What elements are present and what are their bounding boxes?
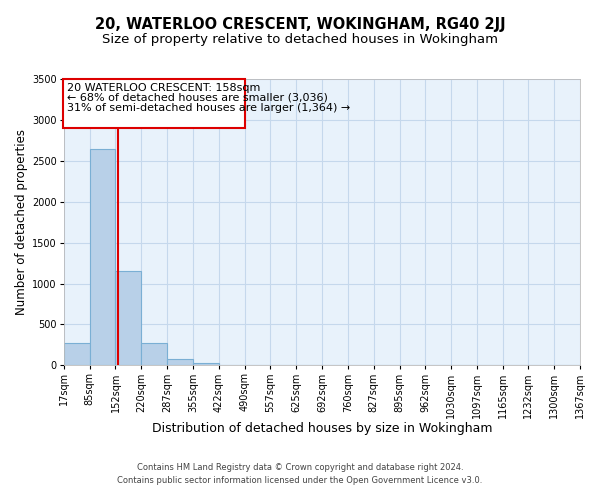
Text: Contains HM Land Registry data © Crown copyright and database right 2024.: Contains HM Land Registry data © Crown c… <box>137 464 463 472</box>
Bar <box>193 363 219 366</box>
Bar <box>63 79 245 128</box>
Bar <box>90 148 115 366</box>
Bar <box>64 344 90 365</box>
Text: Size of property relative to detached houses in Wokingham: Size of property relative to detached ho… <box>102 32 498 46</box>
Bar <box>115 272 142 366</box>
Text: 20, WATERLOO CRESCENT, WOKINGHAM, RG40 2JJ: 20, WATERLOO CRESCENT, WOKINGHAM, RG40 2… <box>95 18 505 32</box>
X-axis label: Distribution of detached houses by size in Wokingham: Distribution of detached houses by size … <box>152 422 492 435</box>
Text: Contains public sector information licensed under the Open Government Licence v3: Contains public sector information licen… <box>118 476 482 485</box>
Text: 31% of semi-detached houses are larger (1,364) →: 31% of semi-detached houses are larger (… <box>67 102 350 113</box>
Bar <box>167 359 193 366</box>
Text: 20 WATERLOO CRESCENT: 158sqm: 20 WATERLOO CRESCENT: 158sqm <box>67 83 260 93</box>
Y-axis label: Number of detached properties: Number of detached properties <box>15 129 28 315</box>
Text: ← 68% of detached houses are smaller (3,036): ← 68% of detached houses are smaller (3,… <box>67 93 328 103</box>
Bar <box>142 344 167 365</box>
